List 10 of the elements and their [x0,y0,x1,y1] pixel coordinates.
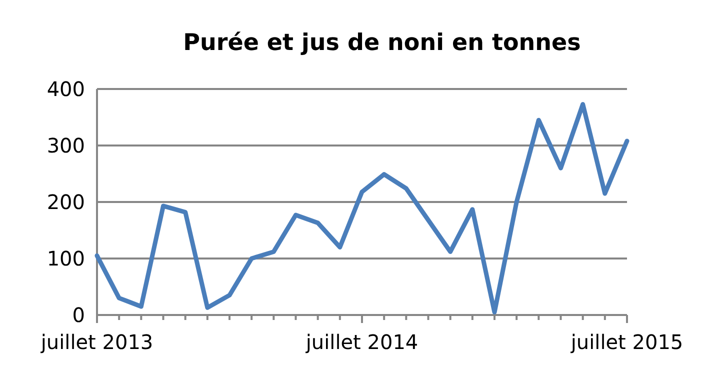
y-tick-label: 200 [46,190,85,214]
x-tick-label: juillet 2013 [40,330,154,354]
y-tick-label: 100 [46,246,85,270]
chart-title: Purée et jus de noni en tonnes [183,30,581,56]
y-tick-label: 0 [72,303,85,327]
y-tick-label: 400 [46,77,85,101]
y-tick-label: 300 [46,134,85,158]
x-tick-label: juillet 2015 [570,330,684,354]
x-tick-label: juillet 2014 [304,330,418,354]
line-series [94,102,630,314]
